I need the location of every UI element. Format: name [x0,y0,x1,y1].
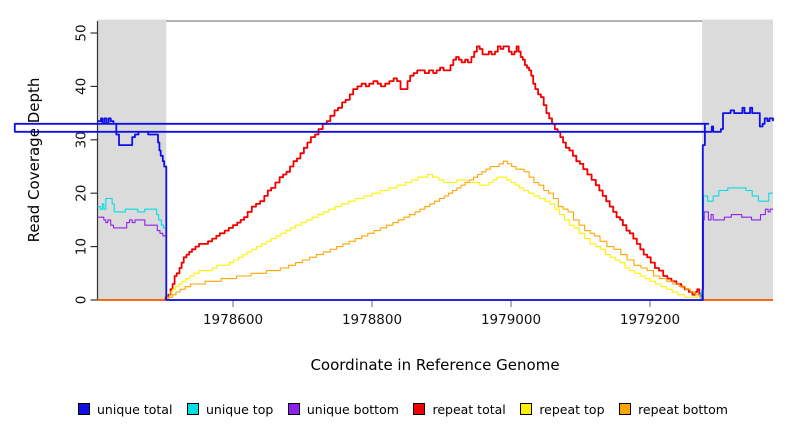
y-tick-label: 0 [74,296,90,305]
series-unique-total [13,106,774,301]
x-axis-title: Coordinate in Reference Genome [310,356,560,374]
legend-item-unique-total: unique total [78,402,172,417]
legend-item-repeat-bottom: repeat bottom [619,402,728,417]
x-tick-label: 1979200 [620,312,680,328]
legend-item-unique-top: unique top [186,401,274,417]
y-tick-label: 20 [74,185,90,202]
legend-swatch-repeat-bottom [619,403,632,415]
y-axis-title: Read Coverage Depth [25,77,43,243]
legend-swatch-repeat-total [413,403,426,415]
legend-swatch-unique-top [186,403,199,415]
series-repeat-total [97,45,773,301]
legend: unique total unique top unique bottom re… [78,400,728,418]
y-tick-label: 40 [74,78,90,95]
legend-label-unique-bottom: unique bottom [306,401,399,417]
legend-label-repeat-top: repeat top [539,401,605,417]
legend-label-unique-top: unique top [205,401,274,417]
x-tick-label: 1978800 [342,312,402,328]
x-tick-label: 1978600 [203,312,263,328]
legend-label-repeat-total: repeat total [432,401,506,417]
y-tick-label: 30 [74,131,90,148]
series-unique-bottom [97,208,773,301]
series-repeat-top [97,173,773,301]
series-repeat-bottom [97,160,773,301]
legend-item-repeat-total: repeat total [413,401,506,417]
legend-swatch-repeat-top [520,403,533,415]
legend-swatch-unique-total [78,403,90,415]
y-tick-label: 50 [74,24,90,41]
x-tick-label: 1979000 [481,312,541,328]
legend-label-unique-total: unique total [97,401,173,417]
legend-item-repeat-top: repeat top [520,401,605,417]
shaded-region-right [702,19,773,300]
legend-item-unique-bottom: unique bottom [287,401,399,417]
y-tick-label: 10 [74,238,90,255]
legend-label-repeat-bottom: repeat bottom [638,401,728,417]
shaded-region-left [97,19,167,300]
legend-swatch-unique-bottom [287,403,300,415]
